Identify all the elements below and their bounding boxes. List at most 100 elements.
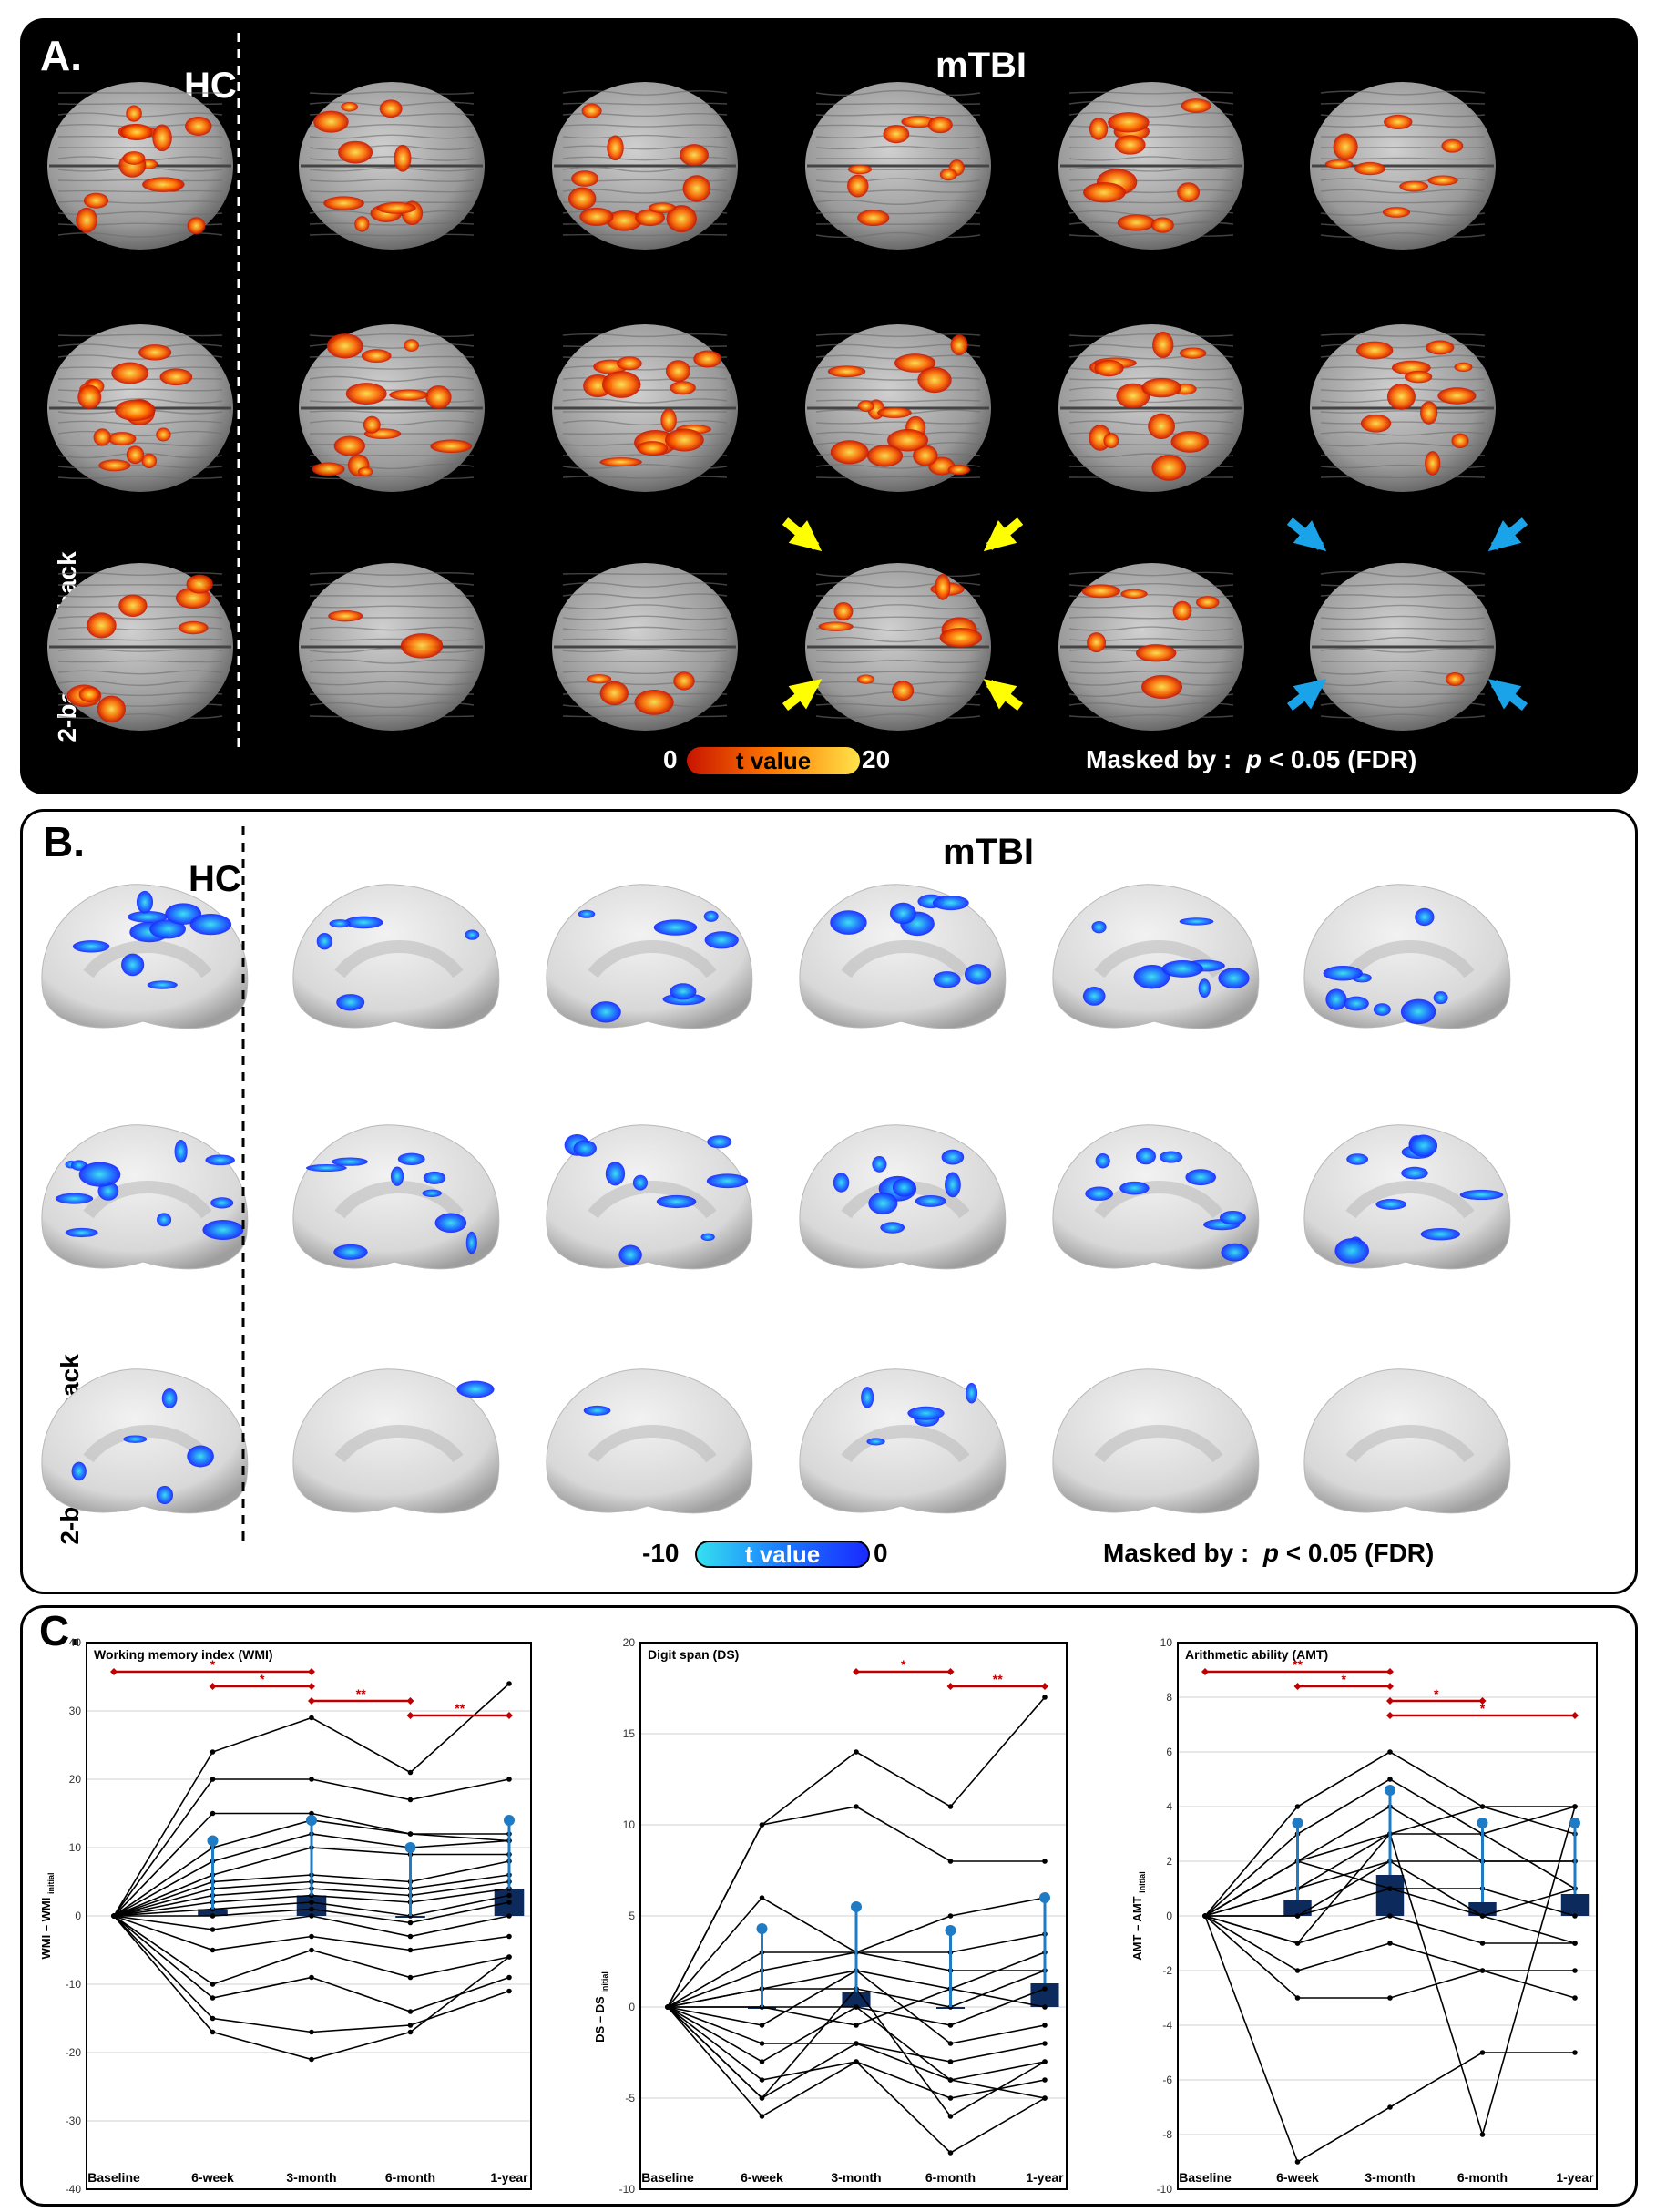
subject-line <box>1204 1915 1575 1944</box>
subject-point <box>210 1927 216 1932</box>
brain-a-r2-c3 <box>805 563 991 731</box>
subject-point <box>309 1913 314 1919</box>
subject-point <box>210 1995 216 2001</box>
subject-point <box>1294 1968 1301 1973</box>
subject-point <box>309 2056 314 2063</box>
subject-point <box>1572 1995 1578 2001</box>
sig-label: * <box>901 1657 906 1672</box>
chart-1: 20 15 10 5 0 -5 -10 Digit span (DS) DS – DS init… <box>593 1636 1068 2196</box>
sd-cap <box>945 1925 956 1936</box>
brain-b-r1-c3 <box>799 1124 1007 1270</box>
subject-point <box>1572 1913 1578 1919</box>
arrow-blue-tr <box>1487 517 1528 552</box>
b-colorbar <box>695 1541 870 1568</box>
y-axis-label: DS – DS initial <box>593 1971 609 2043</box>
subject-point <box>506 1900 512 1905</box>
subject-point <box>407 1831 414 1837</box>
subject-point <box>1042 1695 1048 1700</box>
y-tick-label: -5 <box>625 2092 635 2104</box>
sd-cap <box>756 1923 768 1934</box>
subject-point <box>506 1933 512 1940</box>
subject-point <box>1572 1804 1578 1809</box>
y-tick-label: 30 <box>69 1705 82 1717</box>
subject-point <box>407 2029 414 2035</box>
brain-a-r0-c0 <box>47 82 233 250</box>
arrow-yellow-bl <box>782 679 823 711</box>
y-tick-label: -30 <box>66 2115 82 2127</box>
sd-cap <box>504 1815 515 1826</box>
brain-b-r0-c4 <box>1052 884 1260 1029</box>
a-colorbar <box>687 747 860 774</box>
subject-point <box>854 1749 859 1755</box>
mean-bar <box>1560 1894 1590 1916</box>
chart-title: Arithmetic ability (AMT) <box>1185 1647 1328 1662</box>
mean-bar <box>1375 1875 1405 1916</box>
brain-b-r0-c2 <box>546 884 753 1029</box>
x-tick-label: Baseline <box>87 2170 140 2185</box>
subject-point <box>759 2095 765 2101</box>
sd-cap <box>1385 1785 1395 1796</box>
x-tick-label: 3-month <box>286 2170 336 2185</box>
x-tick-label: 6-week <box>1276 2170 1319 2185</box>
y-tick-label: 10 <box>623 1818 636 1831</box>
y-tick-label: 2 <box>1166 1855 1172 1868</box>
y-tick-label: -20 <box>66 2046 82 2059</box>
subject-point <box>759 2059 765 2064</box>
subject-point <box>1294 1995 1301 2001</box>
mtbi-header-b: mTBI <box>943 832 1034 872</box>
subject-line <box>667 2006 1046 2099</box>
brain-b-r2-c3 <box>799 1368 1007 1514</box>
brain-b-r1-c2 <box>546 1124 753 1270</box>
x-tick-label: Baseline <box>641 2170 694 2185</box>
sd-cap <box>851 1901 862 1912</box>
subject-point <box>506 1954 512 1960</box>
brain-b-r2-c2 <box>546 1368 753 1514</box>
brain-a-r1-c5 <box>1310 324 1496 492</box>
x-tick-label: Baseline <box>1179 2170 1232 2185</box>
brain-b-r2-c4 <box>1052 1368 1260 1514</box>
subject-point <box>947 2095 954 2101</box>
brain-a-r1-c3 <box>805 324 991 492</box>
brain-a-r2-c5 <box>1310 563 1496 731</box>
subject-point <box>1479 2050 1486 2055</box>
sig-label: ** <box>993 1672 1003 1686</box>
subject-point <box>407 1933 414 1940</box>
subject-point <box>407 2023 414 2028</box>
arrow-yellow-tr <box>983 517 1024 552</box>
brain-a-r0-c1 <box>299 82 485 250</box>
y-tick-label: 10 <box>1160 1636 1173 1649</box>
sd-cap <box>1039 1892 1050 1903</box>
subject-point <box>506 1974 512 1981</box>
subject-point <box>506 1988 512 1994</box>
y-tick-label: -10 <box>1157 2183 1173 2196</box>
brain-b-r0-c1 <box>292 884 500 1029</box>
subject-point <box>1572 1941 1578 1946</box>
y-tick-label: 10 <box>69 1841 82 1854</box>
subject-point <box>1042 2059 1048 2064</box>
subject-line <box>113 1915 510 2012</box>
subject-point <box>506 1777 512 1782</box>
subject-point <box>759 1895 765 1900</box>
brain-b-r2-c1 <box>292 1368 500 1514</box>
subject-line <box>667 2006 1046 2063</box>
panel-a: A. HC mTBI Baseline6-week3-month6-month1… <box>20 18 1638 794</box>
subject-point <box>1294 1941 1301 1946</box>
subject-line <box>113 1915 510 1938</box>
brain-b-r1-c1 <box>292 1124 500 1270</box>
subject-point <box>407 1920 414 1926</box>
subject-point <box>947 1913 954 1919</box>
subject-point <box>1042 1986 1048 1992</box>
x-tick-label: 6-month <box>385 2170 435 2185</box>
subject-point <box>1294 1913 1301 1919</box>
panel-b-brains <box>41 826 1511 1548</box>
x-tick-label: 3-month <box>1365 2170 1415 2185</box>
subject-point <box>210 2029 216 2035</box>
y-tick-label: -10 <box>619 2183 636 2196</box>
subject-point <box>309 1906 314 1912</box>
subject-point <box>309 1900 314 1905</box>
sig-label: * <box>1480 1701 1486 1715</box>
chart-title: Digit span (DS) <box>648 1647 739 1662</box>
a-scale-max: 20 <box>862 745 891 773</box>
subject-point <box>210 1749 216 1755</box>
y-tick-label: 5 <box>629 1910 635 1922</box>
